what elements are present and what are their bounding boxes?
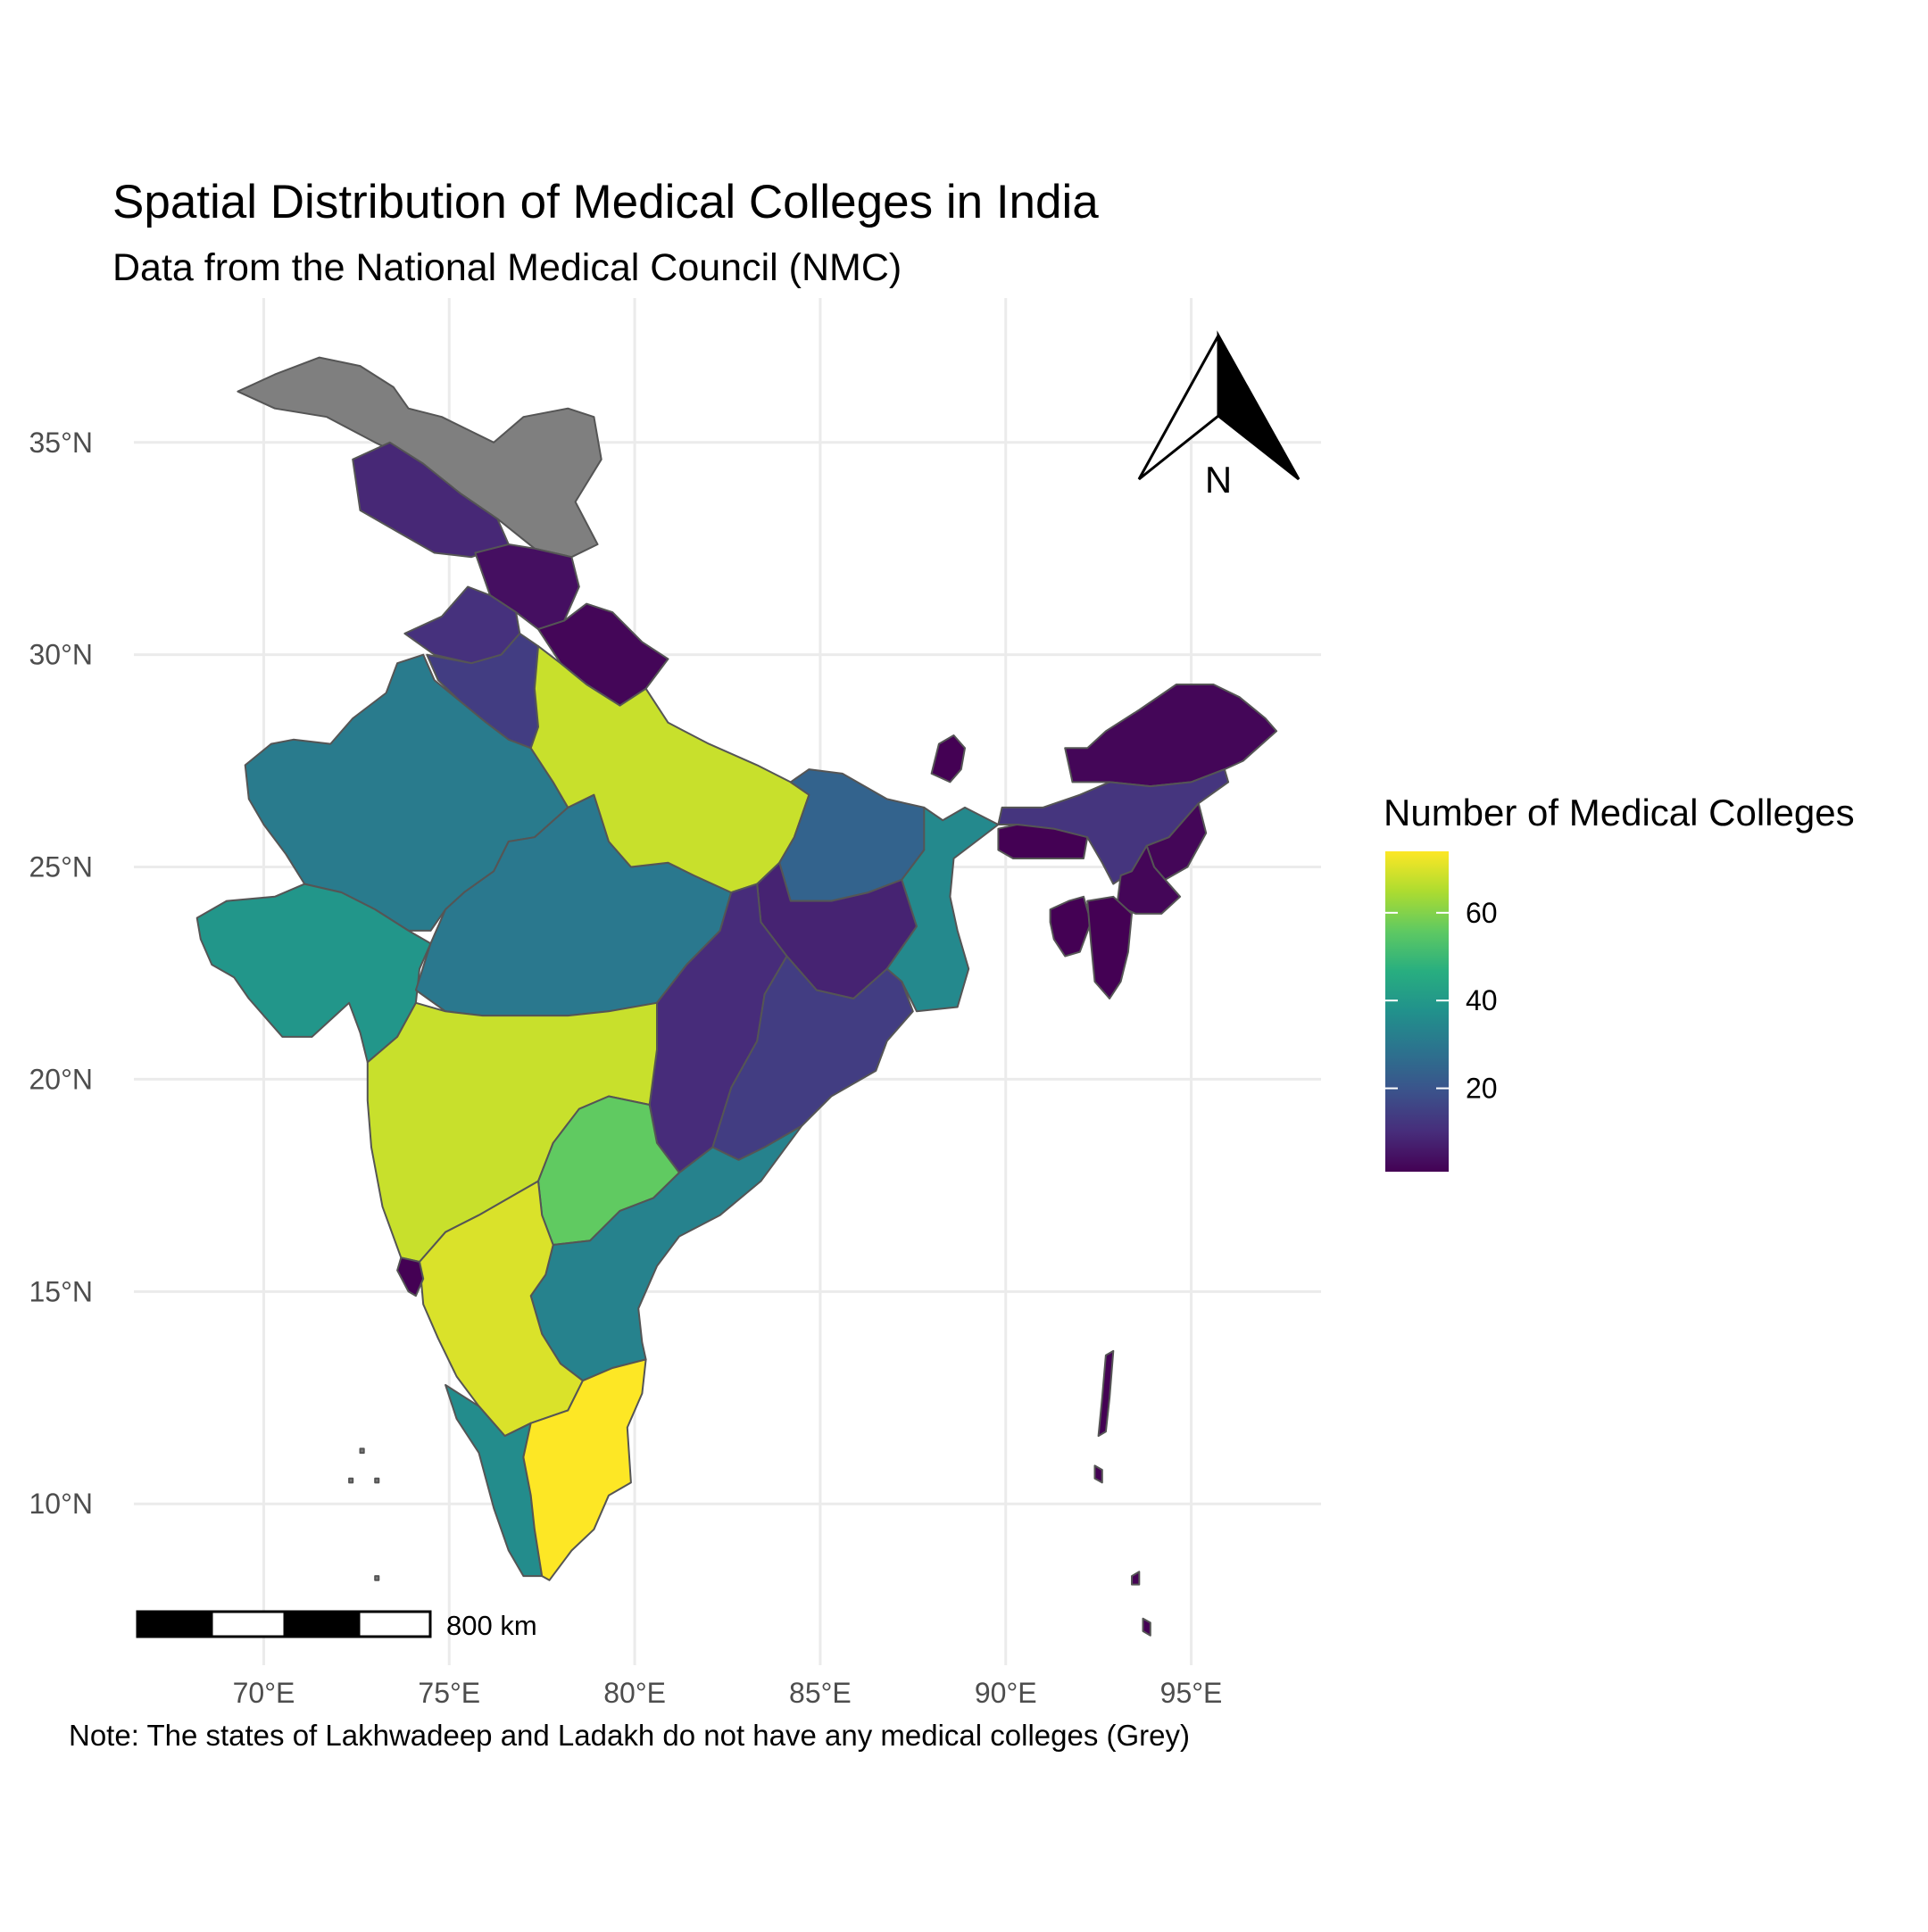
x-tick-label: 80°E [603,1677,666,1709]
y-tick-label: 15°N [29,1275,94,1307]
legend-colorbar [1385,851,1449,1172]
x-tick-label: 70°E [233,1677,295,1709]
north-arrow: N [1137,330,1301,501]
x-tick-label: 85°E [789,1677,852,1709]
legend-tick-label: 40 [1466,984,1498,1016]
state-region [374,1575,380,1581]
state-region [374,1477,380,1484]
y-tick-label: 35°N [29,427,94,459]
scale-bar-segment [136,1610,213,1638]
y-axis-labels: 35°N 30°N 25°N 20°N 15°N 10°N [29,427,94,1520]
y-tick-label: 10°N [29,1488,94,1520]
y-tick-label: 20°N [29,1063,94,1095]
legend-ticks: 60 40 20 [1385,897,1498,1105]
legend-tick-label: 60 [1466,897,1498,929]
state-region [396,1256,425,1298]
state-region [1142,1617,1151,1637]
state-region [1097,1349,1115,1438]
state-polygons [195,356,1278,1637]
legend-title: Number of Medical Colleges [1384,792,1855,833]
north-arrow-left-half [1137,335,1220,481]
state-region [419,1180,584,1438]
state-region [1049,895,1093,958]
scale-bar-segment [210,1610,287,1638]
footnote: Note: The states of Lakhwadeep and Ladak… [69,1719,1190,1752]
color-legend: 60 40 20 [1385,851,1498,1172]
y-tick-label: 25°N [29,851,94,883]
state-region [885,806,1000,1013]
x-tick-label: 90°E [975,1677,1037,1709]
state-region [1086,895,1133,999]
state-region [997,824,1089,859]
state-region [1093,1464,1103,1484]
y-tick-label: 30°N [29,639,94,671]
legend-tick-label: 20 [1466,1073,1498,1105]
state-region [348,1477,354,1484]
state-region [522,1358,647,1581]
x-tick-label: 95°E [1160,1677,1223,1709]
x-axis-labels: 70°E 75°E 80°E 85°E 90°E 95°E [233,1677,1223,1709]
state-region [930,734,966,784]
scale-bar-segment [283,1610,361,1638]
chart-subtitle: Data from the National Medical Council (… [112,246,902,289]
scale-bar-segment [357,1610,432,1638]
state-region [1131,1571,1141,1586]
scale-bar: 800 km [136,1610,537,1641]
north-arrow-label: N [1205,459,1232,501]
x-tick-label: 75°E [418,1677,480,1709]
chart-title: Spatial Distribution of Medical Colleges… [112,176,1099,228]
state-region [359,1447,365,1455]
state-region [1064,684,1278,788]
scale-bar-label: 800 km [446,1610,537,1641]
north-arrow-right-half [1217,330,1301,481]
